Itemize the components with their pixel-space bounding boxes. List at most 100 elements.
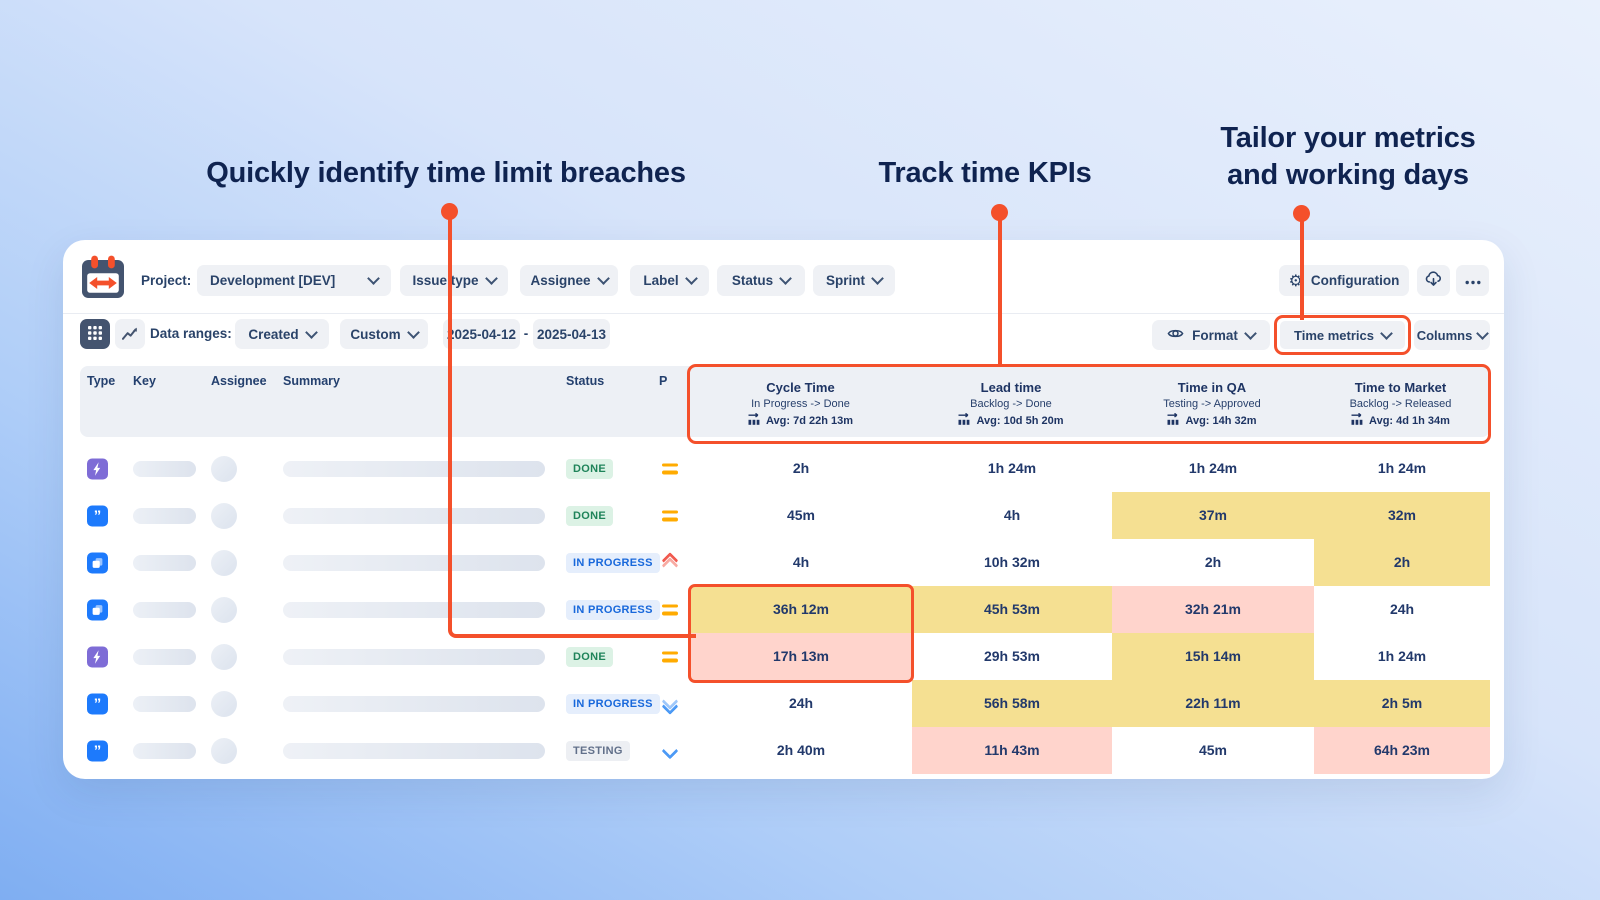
metric-cell: 24h [788, 695, 814, 711]
format-button[interactable]: Format [1152, 320, 1270, 350]
app-logo-calendar-icon [80, 254, 126, 302]
metric-cell: 2h [792, 460, 810, 476]
metric-cell: 45h 53m [912, 586, 1112, 633]
metric-header-time-to-market: Time to Market Backlog -> Released Avg: … [1349, 380, 1452, 428]
date-from-input[interactable]: 2025-04-12 [443, 319, 520, 349]
summary-placeholder [283, 601, 545, 618]
svg-text:”: ” [94, 508, 102, 523]
metric-cell: 11h 43m [912, 727, 1112, 774]
assignee-avatar [211, 737, 237, 764]
metric-cell: 2h [1204, 554, 1222, 570]
metric-cell: 29h 53m [983, 648, 1041, 664]
date-to-input[interactable]: 2025-04-13 [533, 319, 610, 349]
metric-cell: 4h [1003, 507, 1021, 523]
metric-cell: 15h 14m [1112, 633, 1314, 680]
cloud-download-icon [1424, 270, 1443, 292]
assignee-avatar [211, 455, 237, 482]
issue-row[interactable]: ” IN PROGRESS 4h 10h 32m 2h 2h [63, 539, 1504, 586]
issue-type-icon: ” [87, 458, 108, 479]
metric-cell: 2h 40m [776, 742, 826, 758]
project-select-value: Development [DEV] [210, 273, 336, 288]
metric-cell: 22h 11m [1112, 680, 1314, 727]
table-header-band [80, 366, 1490, 437]
callout-tailor: Tailor your metrics and working days [1220, 120, 1475, 194]
status-badge: DONE [566, 505, 613, 526]
issue-row[interactable]: ” TESTING 2h 40m 11h 43m 45m 64h 23m [63, 727, 1504, 774]
priority-icon [660, 745, 680, 757]
range-mode-select[interactable]: Custom [340, 319, 428, 349]
metric-cell: 1h 24m [1377, 460, 1427, 476]
summary-placeholder [283, 507, 545, 524]
metric-cell: 32h 21m [1112, 586, 1314, 633]
issue-key-placeholder [133, 648, 196, 665]
issue-type-icon: ” [87, 740, 108, 761]
stats-icon [958, 412, 971, 428]
metric-cell: 45m [786, 507, 816, 523]
filter-sprint[interactable]: Sprint [813, 265, 895, 296]
time-metrics-highlight-box: Time metrics [1274, 315, 1411, 355]
issue-key-placeholder [133, 601, 196, 618]
metric-header-time-in-qa: Time in QA Testing -> Approved Avg: 14h … [1163, 380, 1261, 427]
metric-cell: 2h 5m [1314, 680, 1490, 727]
chevron-down-icon [1476, 326, 1490, 340]
issue-key-placeholder [133, 695, 196, 712]
view-table-toggle[interactable] [80, 319, 110, 349]
filter-issue-type[interactable]: Issue type [400, 265, 508, 296]
chevron-down-icon [779, 272, 792, 285]
metric-cell: 37m [1112, 492, 1314, 539]
assignee-avatar [211, 502, 237, 529]
more-button[interactable] [1456, 265, 1489, 296]
gear-icon: ⚙ [1288, 270, 1303, 290]
chevron-down-icon [304, 325, 318, 339]
columns-button[interactable]: Columns [1414, 320, 1490, 350]
callout-kpis: Track time KPIs [878, 157, 1092, 189]
issue-key-placeholder [133, 460, 196, 477]
metric-cell: 1h 24m [987, 460, 1037, 476]
assignee-avatar [211, 643, 237, 670]
export-button[interactable] [1417, 265, 1450, 296]
metric-cell: 64h 23m [1314, 727, 1490, 774]
project-label: Project: [141, 273, 192, 288]
callout-connector-breaches [448, 216, 696, 638]
filter-label[interactable]: Label [630, 265, 709, 296]
priority-icon [660, 695, 680, 712]
summary-placeholder [283, 554, 545, 571]
column-header-assignee: Assignee [211, 374, 267, 388]
issue-row[interactable]: ” IN PROGRESS 24h 56h 58m 22h 11m 2h 5m [63, 680, 1504, 727]
issue-row[interactable]: ” IN PROGRESS 36h 12m 45h 53m 32h 21m 24… [63, 586, 1504, 633]
issue-type-icon: ” [87, 552, 108, 573]
stats-icon [748, 412, 761, 428]
issue-row[interactable]: ” DONE 45m 4h 37m 32m [63, 492, 1504, 539]
callout-dot-breaches [441, 203, 458, 220]
issue-row[interactable]: ” DONE 2h 1h 24m 1h 24m 1h 24m [63, 445, 1504, 492]
view-chart-toggle[interactable] [115, 319, 145, 349]
issue-row[interactable]: ” DONE 17h 13m 29h 53m 15h 14m 1h 24m [63, 633, 1504, 680]
column-header-summary: Summary [283, 374, 340, 388]
issue-type-icon: ” [87, 599, 108, 620]
stats-icon [1351, 412, 1364, 428]
chevron-down-icon [406, 325, 420, 339]
data-ranges-label: Data ranges: [150, 326, 232, 341]
assignee-avatar [211, 549, 237, 576]
summary-placeholder [283, 460, 545, 477]
toolbar-divider [63, 313, 1504, 314]
metric-cell: 36h 12m [690, 586, 912, 633]
filter-assignee[interactable]: Assignee [520, 265, 618, 296]
status-badge: DONE [566, 646, 613, 667]
column-header-status: Status [566, 374, 605, 388]
configuration-button[interactable]: ⚙ Configuration [1279, 265, 1409, 296]
callout-breaches: Quickly identify time limit breaches [206, 157, 686, 189]
summary-placeholder [283, 695, 545, 712]
issue-type-icon: ” [87, 505, 108, 526]
callout-connector-tailor [1300, 218, 1304, 320]
assignee-avatar [211, 690, 237, 717]
group-by-select[interactable]: Created [235, 319, 329, 349]
metrics-header-highlight-box: Cycle Time In Progress -> Done Avg: 7d 2… [687, 364, 1491, 444]
priority-icon [660, 649, 680, 664]
status-badge: TESTING [566, 740, 630, 761]
project-select[interactable]: Development [DEV] [197, 265, 391, 296]
filter-status[interactable]: Status [717, 265, 805, 296]
app-window: Project: Development [DEV] Issue type As… [63, 240, 1504, 779]
metric-cell: 2h [1314, 539, 1490, 586]
time-metrics-button[interactable]: Time metrics [1280, 321, 1405, 349]
